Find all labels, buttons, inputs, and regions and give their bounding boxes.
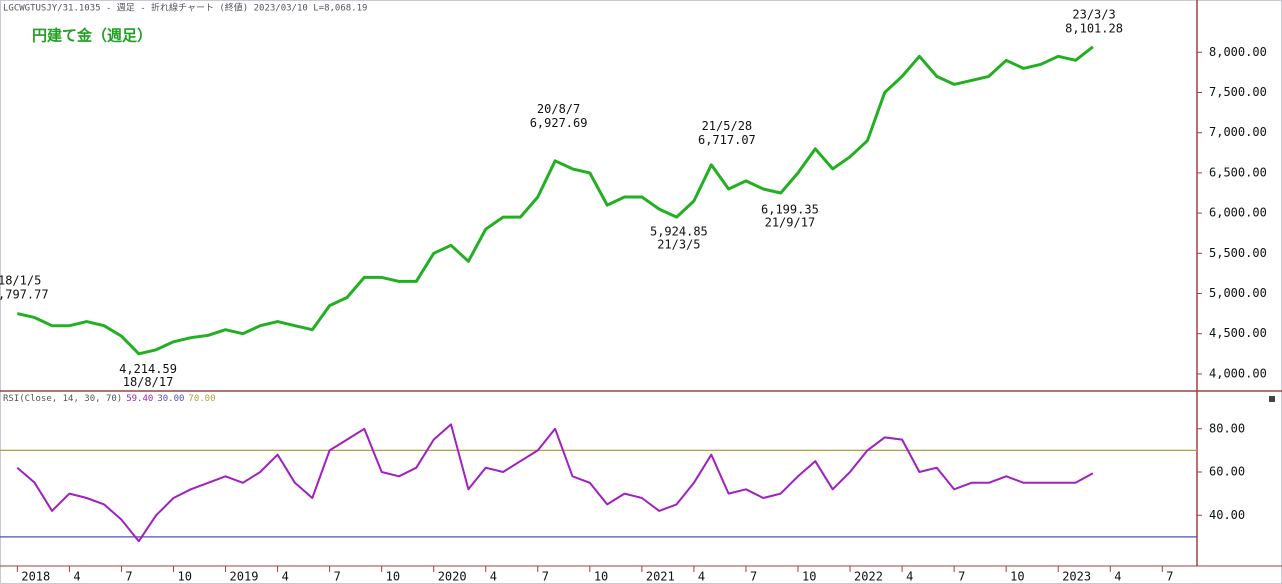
x-tick-label: 10 (177, 570, 191, 584)
x-tick-label: 7 (334, 570, 341, 584)
y-tick-label: 40.00 (1209, 508, 1245, 522)
chart-title: 円建て金（週足） (32, 27, 152, 45)
annotation-date: 21/5/28 (702, 119, 753, 133)
y-tick-label: 7,000.00 (1209, 125, 1267, 139)
y-tick-label: 60.00 (1209, 465, 1245, 479)
x-tick-label: 7 (1166, 570, 1173, 584)
x-tick-label: 4 (906, 570, 913, 584)
x-tick-label: 4 (282, 570, 289, 584)
x-tick-label: 10 (1010, 570, 1024, 584)
x-tick-label: 7 (958, 570, 965, 584)
annotation-date: 18/1/5 (0, 273, 41, 287)
x-tick-label: 2023 (1062, 570, 1091, 584)
annotation-date: 23/3/3 (1072, 8, 1115, 22)
series-line (16, 423, 1094, 543)
x-tick-label: 2022 (854, 570, 883, 584)
rsi-label: RSI(Close, 14, 30, 70) 59.40 30.00 70.00 (3, 394, 216, 404)
x-tick-label: 10 (386, 570, 400, 584)
annotation-date: 21/3/5 (657, 238, 700, 252)
rsi-label-part: 30.00 (157, 394, 184, 404)
annotation-value: 4,214.59 (119, 362, 177, 376)
x-tick-label: 10 (802, 570, 816, 584)
annotation-value: 8,101.28 (1065, 22, 1123, 36)
x-tick-label: 4 (698, 570, 705, 584)
series-line (16, 45, 1094, 356)
y-tick-label: 80.00 (1209, 421, 1245, 435)
y-tick-label: 8,000.00 (1209, 45, 1267, 59)
x-tick-label: 10 (594, 570, 608, 584)
x-tick-label: 2019 (230, 570, 259, 584)
annotation-value: 5,924.85 (650, 225, 708, 239)
rsi-label-part: 70.00 (188, 394, 215, 404)
y-tick-label: 5,500.00 (1209, 246, 1267, 260)
annotation-date: 18/8/17 (123, 375, 174, 389)
panel-button (1269, 396, 1275, 402)
y-tick-label: 6,000.00 (1209, 206, 1267, 220)
annotation-date: 20/8/7 (537, 102, 580, 116)
rsi-label-part: RSI(Close, 14, 30, 70) (3, 394, 122, 404)
y-tick-label: 5,000.00 (1209, 286, 1267, 300)
x-tick-label: 2021 (646, 570, 675, 584)
rsi-label-part: 59.40 (126, 394, 153, 404)
x-tick-label: 2018 (21, 570, 50, 584)
annotation-date: 21/9/17 (765, 216, 816, 230)
annotation-value: 6,199.35 (761, 203, 819, 217)
x-tick-label: 7 (125, 570, 132, 584)
x-tick-label: 4 (73, 570, 80, 584)
x-tick-label: 4 (1114, 570, 1121, 584)
header: LGCWGTUSJY/31.1035 - 週足 - 折れ線チャート (終値) 2… (3, 2, 367, 14)
x-tick-label: 7 (750, 570, 757, 584)
annotation-value: 4,797.77 (0, 287, 49, 301)
annotation-value: 6,927.69 (530, 116, 588, 130)
x-tick-label: 2020 (438, 570, 467, 584)
y-tick-label: 4,500.00 (1209, 326, 1267, 340)
y-tick-label: 4,000.00 (1209, 366, 1267, 380)
y-tick-label: 7,500.00 (1209, 85, 1267, 99)
x-tick-label: 7 (542, 570, 549, 584)
y-tick-label: 6,500.00 (1209, 165, 1267, 179)
x-tick-label: 4 (490, 570, 497, 584)
annotation-value: 6,717.07 (698, 133, 756, 147)
